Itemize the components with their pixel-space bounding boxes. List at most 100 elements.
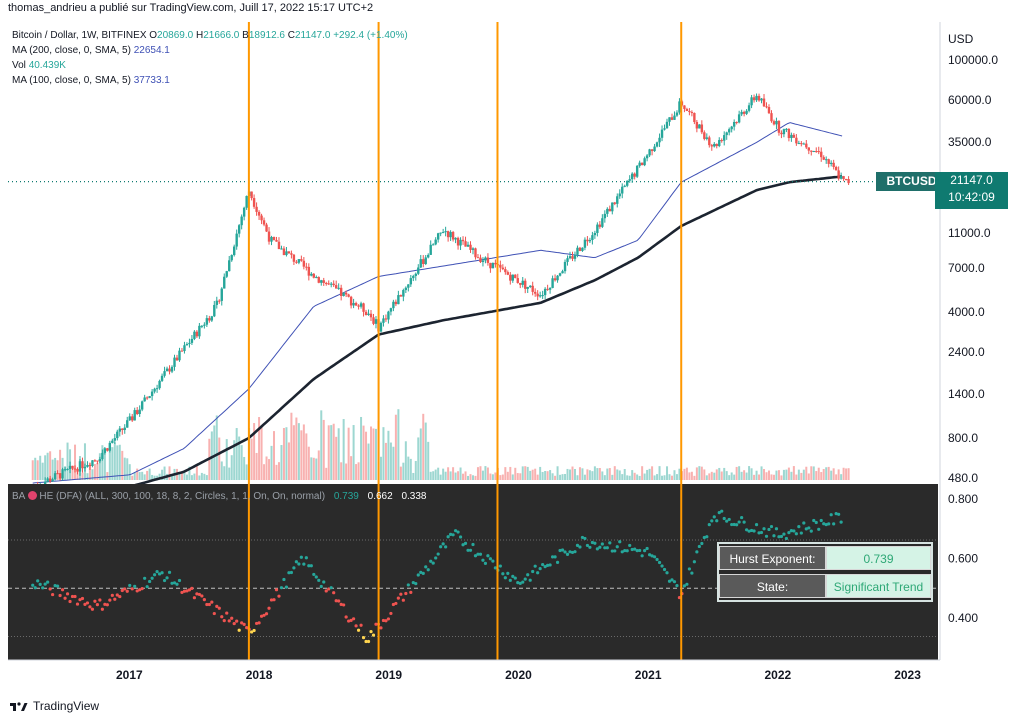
candle-body <box>302 260 306 267</box>
volume-bar <box>471 475 474 480</box>
candle-body <box>300 259 303 261</box>
osc-dot <box>501 572 505 576</box>
volume-bar <box>457 471 460 480</box>
osc-dot <box>764 534 769 538</box>
osc-dot <box>690 571 694 575</box>
candle-body <box>670 117 674 120</box>
osc-dot <box>560 548 565 552</box>
legend-symbol[interactable]: Bitcoin / Dollar, 1W, BITFINEX <box>12 30 147 41</box>
osc-dot <box>75 602 80 606</box>
candle-body <box>516 278 519 283</box>
volume-bar <box>300 430 303 480</box>
candle-body <box>847 179 850 184</box>
legend-volume-row[interactable]: Vol 40.439K <box>12 60 66 71</box>
volume-bar <box>735 466 738 480</box>
osc-dot <box>486 554 490 558</box>
candle-body <box>417 267 420 274</box>
candle-body <box>140 401 144 410</box>
candle-body <box>86 465 89 467</box>
candle-body <box>529 285 532 287</box>
osc-dot <box>356 628 361 632</box>
candle-body <box>767 107 771 114</box>
osc-dot <box>705 535 709 539</box>
osc-dot <box>197 592 201 597</box>
tradingview-brand[interactable]: TradingView <box>10 699 99 713</box>
osc-dot <box>667 579 672 583</box>
legend-ma200-row[interactable]: MA (200, close, 0, SMA, 5) 22654.1 <box>12 45 170 56</box>
osc-dot <box>93 599 97 603</box>
osc-dot <box>837 512 841 516</box>
osc-dot <box>615 545 619 549</box>
price-tick-label: 7000.0 <box>948 261 985 275</box>
volume-bar <box>180 472 183 480</box>
year-tick-label: 2022 <box>765 668 792 682</box>
candle-body <box>718 140 721 147</box>
osc-dot <box>478 552 483 556</box>
osc-dot <box>550 555 555 559</box>
osc-dot <box>192 596 197 600</box>
osc-dot <box>41 586 45 590</box>
volume-bar <box>81 472 84 480</box>
volume-bar <box>782 469 785 480</box>
candle-body <box>548 287 552 290</box>
candle-body <box>787 128 791 139</box>
candle-body <box>626 180 629 186</box>
volume-bar <box>772 474 775 480</box>
candle-body <box>76 468 79 472</box>
candle-body <box>723 135 726 141</box>
oscillator-title[interactable]: BA HE (DFA) (ALL, 300, 100, 18, 8, 2, Ci… <box>12 491 426 502</box>
legend-ma100-row[interactable]: MA (100, close, 0, SMA, 5) 37733.1 <box>12 75 170 86</box>
candle-body <box>653 146 656 152</box>
osc-dot <box>257 621 261 625</box>
osc-dot <box>488 557 493 561</box>
volume-bar <box>282 428 285 480</box>
candle-body <box>800 143 803 145</box>
osc-dot <box>379 626 383 630</box>
osc-dot <box>473 554 478 558</box>
volume-bar <box>49 451 52 480</box>
volume-bar <box>352 425 355 480</box>
osc-dot <box>672 580 677 584</box>
volume-bar <box>661 475 664 480</box>
osc-dot <box>70 594 75 599</box>
candle-body <box>63 469 67 471</box>
candle-body <box>78 461 82 472</box>
symbol-badge[interactable]: BTCUSD <box>876 172 947 191</box>
candle-body <box>208 318 211 321</box>
osc-dot <box>563 550 567 554</box>
osc-dot <box>687 567 691 571</box>
last-price-value: 21147.0 <box>950 173 993 187</box>
candles <box>31 93 850 491</box>
volume-bar <box>467 475 470 480</box>
candle-body <box>173 357 176 367</box>
volume-bar <box>847 468 850 480</box>
candle-body <box>785 128 788 130</box>
candle-body <box>242 207 246 217</box>
volume-bar <box>342 419 345 480</box>
candle-body <box>441 232 445 234</box>
candle-body <box>190 338 194 343</box>
osc-dot <box>548 563 552 567</box>
osc-dot <box>277 594 281 598</box>
volume-bar <box>559 474 562 480</box>
candle-body <box>220 288 223 301</box>
volume-bar <box>370 426 373 480</box>
osc-dot <box>138 588 142 592</box>
candle-body <box>603 213 607 219</box>
candle-body <box>357 305 360 307</box>
candle-body <box>347 294 350 297</box>
candle-body <box>792 134 796 138</box>
osc-dot <box>187 588 192 592</box>
volume-bar <box>790 471 793 480</box>
volume-bar <box>71 465 74 480</box>
candle-body <box>805 143 808 148</box>
candle-body <box>740 111 743 115</box>
volume-bar <box>842 467 845 480</box>
candle-body <box>456 237 460 246</box>
osc-dot <box>165 576 169 580</box>
osc-dot <box>523 577 527 581</box>
volume-bar <box>220 461 223 480</box>
price-tick-label: 100000.0 <box>948 53 998 67</box>
candle-body <box>598 224 602 227</box>
